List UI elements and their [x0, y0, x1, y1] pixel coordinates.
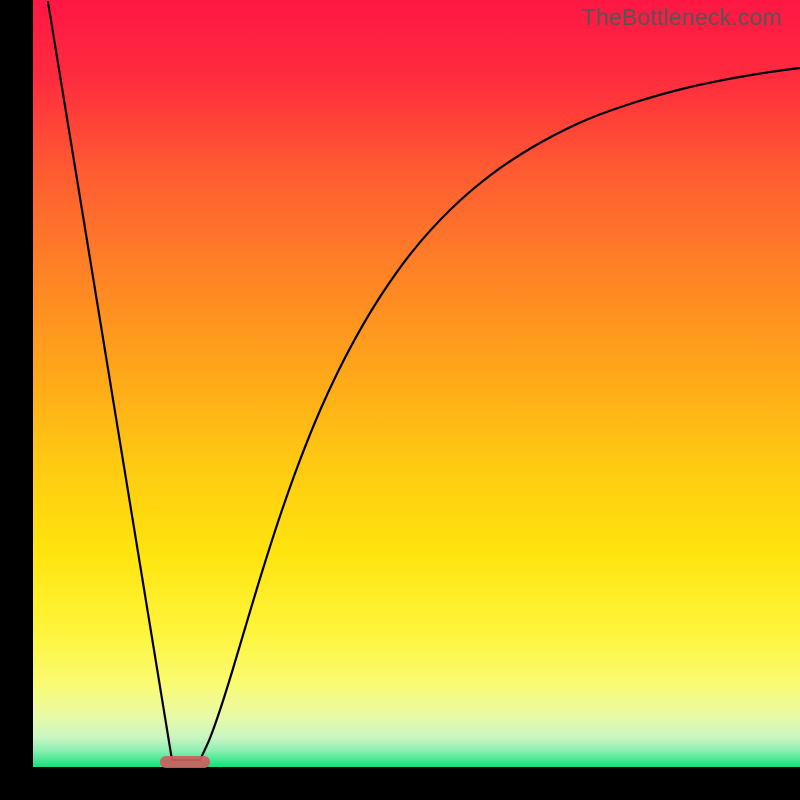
bottleneck-chart — [0, 0, 800, 800]
optimal-marker — [160, 756, 210, 768]
chart-container: TheBottleneck.com — [0, 0, 800, 800]
plot-background — [33, 0, 800, 767]
watermark-text: TheBottleneck.com — [582, 4, 782, 31]
